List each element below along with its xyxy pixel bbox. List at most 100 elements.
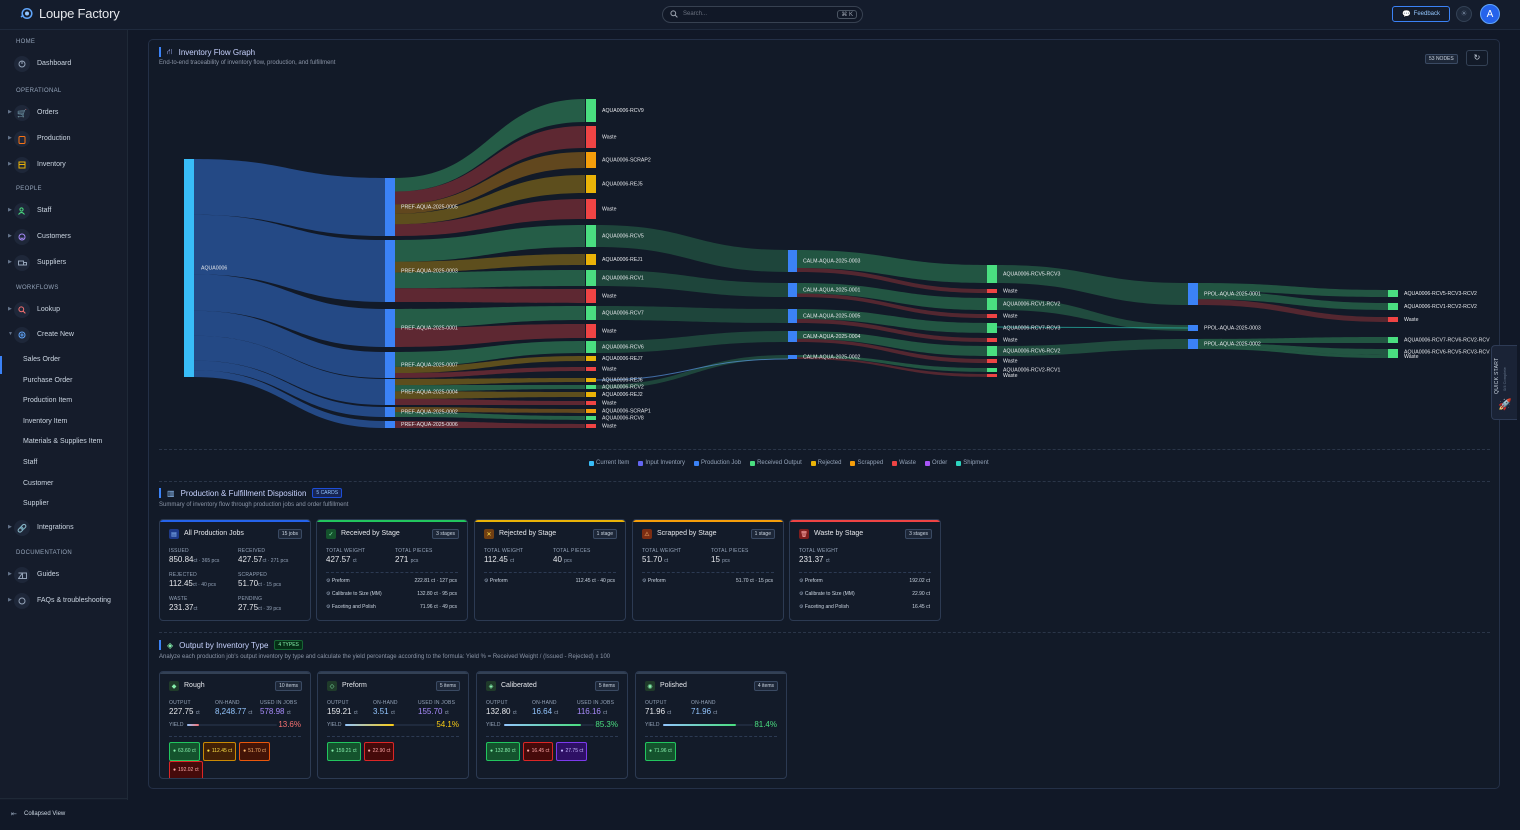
sankey-node-production-job[interactable] (788, 309, 797, 323)
sankey-node-production-job[interactable] (1188, 283, 1198, 305)
sidebar-item-inventory[interactable]: ▶ Inventory (0, 156, 127, 174)
sankey-link (596, 355, 788, 389)
sankey-node-output[interactable] (586, 341, 596, 353)
sankey-node-output[interactable] (987, 368, 997, 372)
output-type-card-rough[interactable]: ◆ Rough 10 items OUTPUT 227.75 ct ON-HAND… (159, 671, 311, 779)
sankey-node-output[interactable] (586, 254, 596, 265)
create-sales-order[interactable]: Sales Order (23, 356, 61, 363)
sidebar-item-orders[interactable]: ▶ 🛒 Orders (0, 104, 127, 122)
theme-toggle-icon[interactable]: ☀ (1456, 6, 1472, 22)
sankey-node-output[interactable] (586, 324, 596, 338)
sankey-node-output[interactable] (987, 346, 997, 356)
sidebar-item-faqs[interactable]: ▶ FAQs & troubleshooting (0, 592, 127, 610)
sankey-node-output[interactable] (987, 359, 997, 363)
sankey-node-output[interactable] (987, 338, 997, 342)
sankey-node-output[interactable] (987, 265, 997, 283)
sankey-node-production-job[interactable] (788, 283, 797, 297)
sankey-node-output[interactable] (586, 356, 596, 361)
sankey-node-output[interactable] (586, 416, 596, 420)
sankey-node-production-job[interactable] (385, 421, 395, 428)
feedback-button[interactable]: 💬 Feedback (1392, 6, 1450, 22)
output-type-card-polished[interactable]: ◉ Polished 4 items OUTPUT 71.96 ct ON-HAN… (635, 671, 787, 779)
sidebar-item-dashboard[interactable]: Dashboard (0, 55, 127, 73)
sidebar-item-guides[interactable]: ▶ Guides (0, 566, 127, 584)
plus-circle-icon (14, 327, 30, 343)
sankey-node-output[interactable] (987, 314, 997, 318)
sankey-node-output[interactable] (586, 424, 596, 428)
sankey-node-production-job[interactable] (788, 355, 797, 359)
sankey-node-output[interactable] (1388, 349, 1398, 355)
sankey-node-output[interactable] (586, 409, 596, 413)
sankey-node-output[interactable] (586, 392, 596, 397)
sankey-node-output[interactable] (1388, 355, 1398, 358)
avatar[interactable]: A (1480, 4, 1500, 24)
sidebar-item-create-new[interactable]: ▼ Create New (0, 326, 127, 344)
sankey-node-output[interactable] (586, 152, 596, 168)
scrapped-by-stage-card[interactable]: ⚠ Scrapped by Stage 1 stage TOTAL WEIGHT… (632, 519, 784, 621)
sidebar-item-production[interactable]: ▶ Production (0, 130, 127, 148)
sidebar-item-staff[interactable]: ▶ Staff (0, 202, 127, 220)
sankey-node-production-job[interactable] (385, 309, 395, 347)
rejected-by-stage-card[interactable]: ✕ Rejected by Stage 1 stage TOTAL WEIGHT… (474, 519, 626, 621)
sankey-node-output[interactable] (1388, 303, 1398, 310)
output-type-card-preform[interactable]: ◇ Preform 5 items OUTPUT 159.21 ct ON-HAN… (317, 671, 469, 779)
search-input[interactable]: Search... ⌘ K (662, 6, 863, 23)
sankey-node-output[interactable] (1388, 317, 1398, 322)
sankey-node-production-job[interactable] (385, 240, 395, 302)
create-materials-supplies-item[interactable]: Materials & Supplies Item (23, 438, 103, 445)
sankey-node-output[interactable] (586, 126, 596, 148)
create-production-item[interactable]: Production Item (23, 397, 73, 404)
sankey-node-output[interactable] (586, 270, 596, 286)
create-inventory-item[interactable]: Inventory Item (23, 418, 68, 425)
sankey-node-production-job[interactable] (1188, 325, 1198, 331)
sankey-node-output[interactable] (987, 323, 997, 333)
sankey-node-output[interactable] (586, 225, 596, 247)
all-production-jobs-card[interactable]: ▤ All Production Jobs 15 jobs ISSUED 850.… (159, 519, 311, 621)
sankey-node-output[interactable] (586, 378, 596, 382)
yield-bar-fill (504, 724, 581, 726)
sankey-node-production-job[interactable] (385, 352, 395, 378)
sankey-node-root[interactable] (184, 159, 194, 377)
sankey-link (596, 331, 788, 353)
received-by-stage-card[interactable]: ✓ Received by Stage 3 stages TOTAL WEIGH… (316, 519, 468, 621)
sankey-node-output[interactable] (1388, 290, 1398, 297)
sankey-node-production-job[interactable] (788, 331, 797, 342)
sankey-node-output[interactable] (586, 367, 596, 371)
sidebar-item-customers[interactable]: ▶ Customers (0, 228, 127, 246)
output-type-card-caliberated[interactable]: ◈ Caliberated 5 items OUTPUT 132.80 ct ON… (476, 671, 628, 779)
create-purchase-order[interactable]: Purchase Order (23, 377, 73, 384)
sankey-node-output[interactable] (586, 401, 596, 405)
sankey-node-production-job[interactable] (788, 250, 797, 272)
create-supplier[interactable]: Supplier (23, 500, 49, 507)
rocket-icon: 🚀 (1498, 399, 1512, 411)
sankey-node-production-job[interactable] (385, 407, 395, 417)
sankey-node-production-job[interactable] (385, 178, 395, 236)
collapse-sidebar-button[interactable]: ⇤ Collapsed View (0, 798, 127, 830)
create-customer[interactable]: Customer (23, 480, 54, 487)
sidebar-item-suppliers[interactable]: ▶ Suppliers (0, 254, 127, 272)
stat-received: RECEIVED 427.57ct · 271 pcs (238, 548, 289, 564)
waste-by-stage-card[interactable]: 🗑 Waste by Stage 3 stages TOTAL WEIGHT 23… (789, 519, 941, 621)
sankey-node-output[interactable] (586, 306, 596, 320)
sankey-node-output[interactable] (987, 298, 997, 310)
sankey-node-output[interactable] (586, 175, 596, 193)
sankey-node-output[interactable] (586, 199, 596, 219)
quick-start-tab[interactable]: QUICK START 0/4 Complete 🚀 (1491, 345, 1517, 420)
sankey-node-output[interactable] (987, 289, 997, 293)
app-logo[interactable]: Loupe Factory (20, 6, 120, 21)
sankey-node-output[interactable] (987, 374, 997, 377)
sankey-node-output[interactable] (1388, 337, 1398, 343)
sankey-node-output[interactable] (586, 289, 596, 303)
node-label: AQUA0006-RCV1-RCV2-RCV2 (1404, 304, 1477, 310)
sankey-node-production-job[interactable] (385, 379, 395, 405)
yield-bar (187, 724, 277, 726)
create-staff[interactable]: Staff (23, 459, 38, 466)
sankey-node-output[interactable] (586, 385, 596, 389)
clipboard-icon (14, 131, 30, 147)
sankey-node-output[interactable] (586, 99, 596, 122)
refresh-icon[interactable]: ↻ (1466, 50, 1488, 66)
sidebar-item-integrations[interactable]: ▶ 🔗 Integrations (0, 519, 127, 537)
sankey-link (1198, 343, 1388, 355)
sidebar-item-lookup[interactable]: ▶ Lookup (0, 301, 127, 319)
sankey-node-production-job[interactable] (1188, 339, 1198, 349)
